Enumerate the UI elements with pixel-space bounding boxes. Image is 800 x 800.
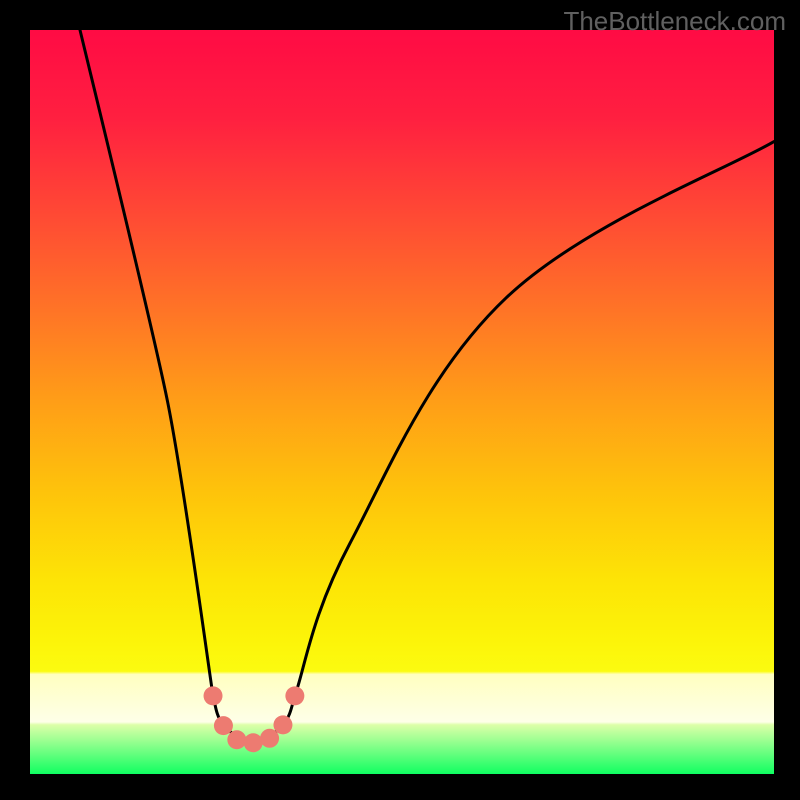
trough-marker <box>204 686 223 705</box>
trough-marker <box>244 733 263 752</box>
trough-marker <box>285 686 304 705</box>
trough-markers <box>204 686 305 752</box>
watermark-text: TheBottleneck.com <box>563 6 786 37</box>
bottleneck-curve <box>75 8 774 742</box>
plot-area <box>30 30 774 774</box>
trough-marker <box>260 729 279 748</box>
trough-marker <box>273 715 292 734</box>
trough-marker <box>227 730 246 749</box>
trough-marker <box>214 716 233 735</box>
curve-svg <box>30 30 774 774</box>
